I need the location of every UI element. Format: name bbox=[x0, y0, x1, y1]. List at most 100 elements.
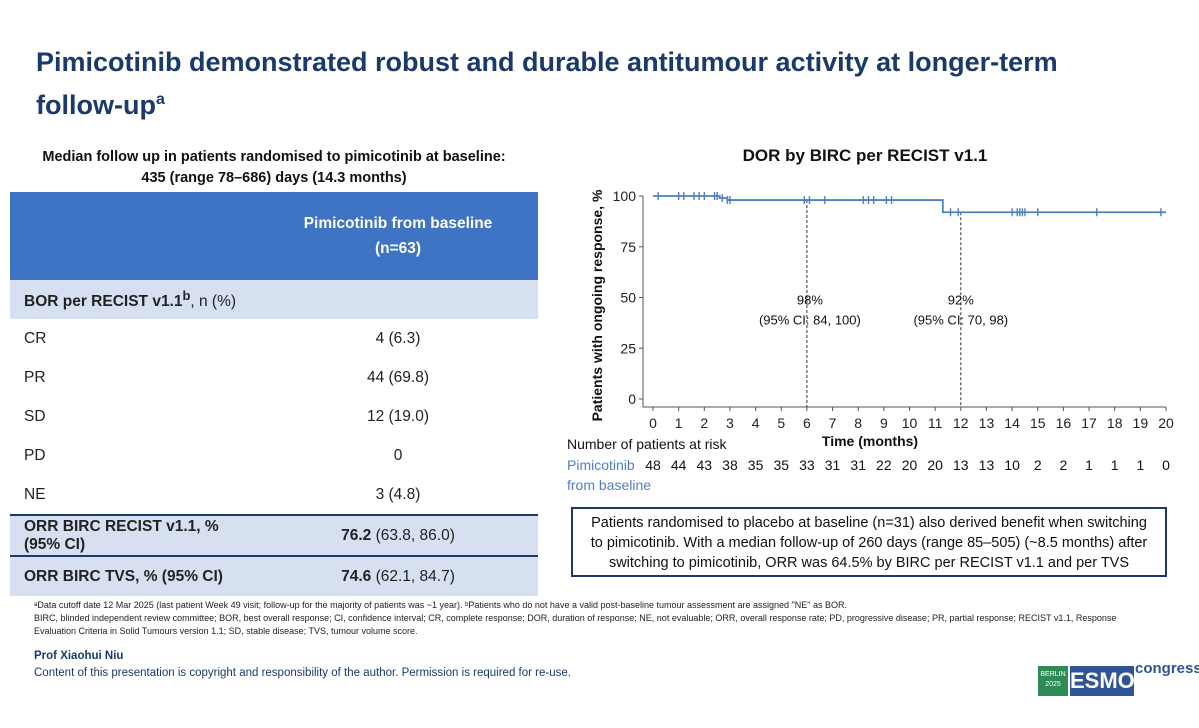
x-tick-label: 18 bbox=[1107, 415, 1123, 431]
annotation-percent: 98% bbox=[797, 293, 823, 308]
at-risk-group-line-2: from baseline bbox=[567, 477, 651, 493]
table-row: CR 4 (6.3) bbox=[10, 319, 538, 358]
orr-tvs-estimate: 74.6 bbox=[341, 567, 372, 585]
x-tick-label: 1 bbox=[675, 415, 683, 431]
x-tick-label: 16 bbox=[1056, 415, 1072, 431]
at-risk-count: 1 bbox=[1085, 457, 1093, 473]
bor-table: Pimicotinib from baseline (n=63) BOR per… bbox=[10, 192, 538, 596]
table-row: PD 0 bbox=[10, 436, 538, 475]
at-risk-count: 33 bbox=[799, 457, 815, 473]
at-risk-count: 48 bbox=[645, 457, 661, 473]
chart-title: DOR by BIRC per RECIST v1.1 bbox=[742, 146, 988, 165]
orr-recist-row: ORR BIRC RECIST v1.1, % (95% CI) 76.2 (6… bbox=[10, 514, 538, 556]
table-section-bor: BOR per RECIST v1.1b, n (%) bbox=[10, 280, 538, 319]
orr-tvs-ci: (62.1, 84.7) bbox=[371, 567, 455, 585]
at-risk-count: 0 bbox=[1162, 457, 1170, 473]
table-header-empty bbox=[10, 192, 258, 280]
table-header-line-2: (n=63) bbox=[374, 240, 422, 257]
y-axis-label: Patients with ongoing response, % bbox=[589, 189, 605, 421]
y-tick-label: 0 bbox=[628, 391, 636, 407]
x-tick-label: 8 bbox=[854, 415, 862, 431]
at-risk-count: 2 bbox=[1034, 457, 1042, 473]
annotation-percent: 92% bbox=[948, 293, 974, 308]
y-tick-label: 50 bbox=[620, 290, 636, 306]
x-tick-label: 4 bbox=[752, 415, 760, 431]
orr-recist-estimate: 76.2 bbox=[341, 526, 372, 544]
table-row: NE 3 (4.8) bbox=[10, 475, 538, 515]
at-risk-count: 38 bbox=[722, 457, 738, 473]
presenter-name: Prof Xiaohui Niu bbox=[34, 650, 124, 662]
x-tick-label: 20 bbox=[1158, 415, 1174, 431]
at-risk-count: 13 bbox=[979, 457, 995, 473]
footnote-line-2: BIRC, blinded independent review committ… bbox=[34, 613, 1117, 623]
table-row: SD 12 (19.0) bbox=[10, 397, 538, 436]
x-tick-label: 2 bbox=[700, 415, 708, 431]
row-value: 12 (19.0) bbox=[258, 397, 538, 436]
at-risk-count: 35 bbox=[773, 457, 789, 473]
x-tick-label: 11 bbox=[928, 415, 943, 431]
at-risk-title: Number of patients at risk bbox=[567, 436, 728, 452]
row-value: 0 bbox=[258, 436, 538, 475]
title-footnote-marker: a bbox=[155, 91, 165, 108]
at-risk-count: 2 bbox=[1060, 457, 1068, 473]
orr-recist-value: 76.2 (63.8, 86.0) bbox=[258, 514, 538, 556]
bor-section-label: BOR per RECIST v1.1b, n (%) bbox=[10, 280, 538, 319]
x-tick-label: 6 bbox=[803, 415, 811, 431]
at-risk-count: 10 bbox=[1004, 457, 1020, 473]
x-tick-label: 9 bbox=[880, 415, 888, 431]
x-tick-label: 12 bbox=[953, 415, 969, 431]
copyright-notice: Content of this presentation is copyrigh… bbox=[34, 667, 571, 679]
annotation-ci: (95% CI: 84, 100) bbox=[759, 313, 861, 328]
x-tick-label: 7 bbox=[829, 415, 837, 431]
at-risk-count: 35 bbox=[748, 457, 764, 473]
footnote-line-3: Evaluation Criteria in Solid Tumours ver… bbox=[34, 626, 418, 636]
at-risk-count: 1 bbox=[1111, 457, 1119, 473]
at-risk-count: 22 bbox=[876, 457, 892, 473]
x-tick-label: 15 bbox=[1030, 415, 1046, 431]
at-risk-count: 20 bbox=[902, 457, 918, 473]
y-tick-label: 25 bbox=[620, 340, 636, 356]
placebo-note: Patients randomised to placebo at baseli… bbox=[571, 507, 1167, 577]
x-tick-label: 17 bbox=[1081, 415, 1097, 431]
row-label: PR bbox=[10, 358, 258, 397]
annotation-ci: (95% CI: 70, 98) bbox=[913, 313, 1008, 328]
orr-tvs-value: 74.6 (62.1, 84.7) bbox=[258, 555, 538, 596]
slide-title-text: Pimicotinib demonstrated robust and dura… bbox=[36, 47, 1058, 120]
row-label: CR bbox=[10, 319, 258, 358]
x-tick-label: 19 bbox=[1133, 415, 1149, 431]
y-tick-label: 75 bbox=[620, 239, 636, 255]
x-tick-label: 5 bbox=[777, 415, 785, 431]
row-label: PD bbox=[10, 436, 258, 475]
x-tick-label: 0 bbox=[649, 415, 657, 431]
at-risk-count: 44 bbox=[671, 457, 687, 473]
follow-up-summary: Median follow up in patients randomised … bbox=[10, 147, 538, 189]
row-label: SD bbox=[10, 397, 258, 436]
at-risk-count: 43 bbox=[697, 457, 713, 473]
logo-berlin-badge: BERLIN 2025 bbox=[1038, 666, 1068, 696]
row-label: NE bbox=[10, 475, 258, 515]
at-risk-count: 1 bbox=[1136, 457, 1144, 473]
footnote-line-1: ᵃData cutoff date 12 Mar 2025 (last pati… bbox=[34, 600, 847, 610]
slide-title: Pimicotinib demonstrated robust and dura… bbox=[36, 44, 1136, 124]
follow-up-line-2: 435 (range 78–686) days (14.3 months) bbox=[141, 170, 407, 186]
table-header-line-1: Pimicotinib from baseline bbox=[303, 215, 493, 232]
esmo-congress-logo: BERLIN 2025 ESMO congress bbox=[1038, 660, 1199, 700]
row-value: 4 (6.3) bbox=[258, 319, 538, 358]
orr-recist-label: ORR BIRC RECIST v1.1, % (95% CI) bbox=[10, 514, 258, 556]
at-risk-count: 31 bbox=[850, 457, 866, 473]
table-header-pimicotinib: Pimicotinib from baseline (n=63) bbox=[258, 192, 538, 280]
follow-up-line-1: Median follow up in patients randomised … bbox=[42, 149, 506, 165]
at-risk-count: 13 bbox=[953, 457, 969, 473]
bor-section-footnote: b bbox=[182, 287, 191, 303]
table-row: PR 44 (69.8) bbox=[10, 358, 538, 397]
bor-section-suffix: , n (%) bbox=[190, 293, 237, 311]
y-tick-label: 100 bbox=[613, 188, 637, 204]
footnotes: ᵃData cutoff date 12 Mar 2025 (last pati… bbox=[34, 599, 1144, 638]
bor-section-label-text: BOR per RECIST v1.1 bbox=[24, 293, 183, 311]
row-value: 44 (69.8) bbox=[258, 358, 538, 397]
x-tick-label: 10 bbox=[902, 415, 918, 431]
x-tick-label: 14 bbox=[1004, 415, 1020, 431]
orr-tvs-label: ORR BIRC TVS, % (95% CI) bbox=[10, 555, 258, 596]
logo-esmo: ESMO bbox=[1070, 666, 1135, 696]
